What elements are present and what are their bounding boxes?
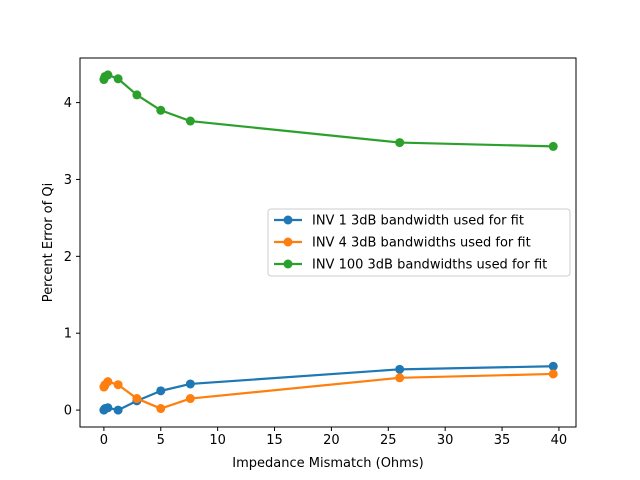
x-axis-label: Impedance Mismatch (Ohms): [232, 456, 423, 471]
data-point: [395, 373, 405, 383]
legend-item: INV 100 3dB bandwidths used for fit: [274, 258, 547, 273]
data-point: [185, 379, 195, 389]
x-tick-label: 25: [380, 433, 397, 448]
x-tick-label: 30: [437, 433, 454, 448]
y-axis-label: Percent Error of Qi: [41, 183, 56, 302]
series-line: [102, 73, 555, 148]
series-3: [99, 70, 558, 151]
legend: INV 1 3dB bandwidth used for fit INV 4 3d…: [267, 208, 571, 277]
legend-marker: [283, 215, 293, 225]
data-point: [548, 141, 558, 151]
data-point: [103, 377, 113, 387]
data-point: [395, 364, 405, 374]
x-tick-label: 35: [494, 433, 511, 448]
legend-marker: [283, 237, 293, 247]
data-point: [113, 74, 123, 84]
x-tick-label: 15: [266, 433, 283, 448]
series-line: [102, 372, 555, 410]
x-tick-label: 10: [209, 433, 226, 448]
data-point: [156, 404, 166, 414]
series-layer: [99, 70, 558, 415]
x-axis: 0 5 10 15 20 25 30 35 40: [100, 427, 567, 448]
data-point: [103, 403, 113, 413]
data-point: [156, 105, 166, 115]
plot-frame: [79, 57, 577, 428]
data-point: [103, 70, 113, 80]
legend-marker: [283, 259, 293, 269]
legend-item: INV 1 3dB bandwidth used for fit: [274, 214, 524, 229]
x-tick-label: 20: [323, 433, 340, 448]
y-axis: 0 1 2 3 4: [64, 96, 80, 419]
series-2: [99, 369, 558, 414]
data-point: [113, 380, 123, 390]
legend-label: INV 100 3dB bandwidths used for fit: [312, 258, 547, 273]
x-tick-label: 0: [100, 433, 108, 448]
legend-label: INV 4 3dB bandwidths used for fit: [312, 236, 531, 251]
data-point: [548, 361, 558, 371]
y-tick-label: 2: [64, 250, 72, 265]
y-tick-label: 0: [64, 404, 72, 419]
legend-item: INV 4 3dB bandwidths used for fit: [274, 236, 531, 251]
series-line: [102, 365, 555, 412]
legend-label: INV 1 3dB bandwidth used for fit: [312, 214, 524, 229]
data-point: [156, 386, 166, 396]
x-tick-label: 5: [157, 433, 165, 448]
series-1: [99, 361, 558, 415]
data-point: [132, 90, 142, 100]
data-point: [132, 394, 142, 404]
data-point: [113, 405, 123, 415]
y-tick-label: 4: [64, 96, 72, 111]
legend-box: [267, 208, 571, 277]
x-tick-label: 40: [551, 433, 568, 448]
y-tick-label: 1: [64, 327, 72, 342]
data-point: [548, 369, 558, 379]
data-point: [185, 116, 195, 126]
y-tick-label: 3: [64, 173, 72, 188]
data-point: [395, 138, 405, 148]
data-point: [185, 394, 195, 404]
